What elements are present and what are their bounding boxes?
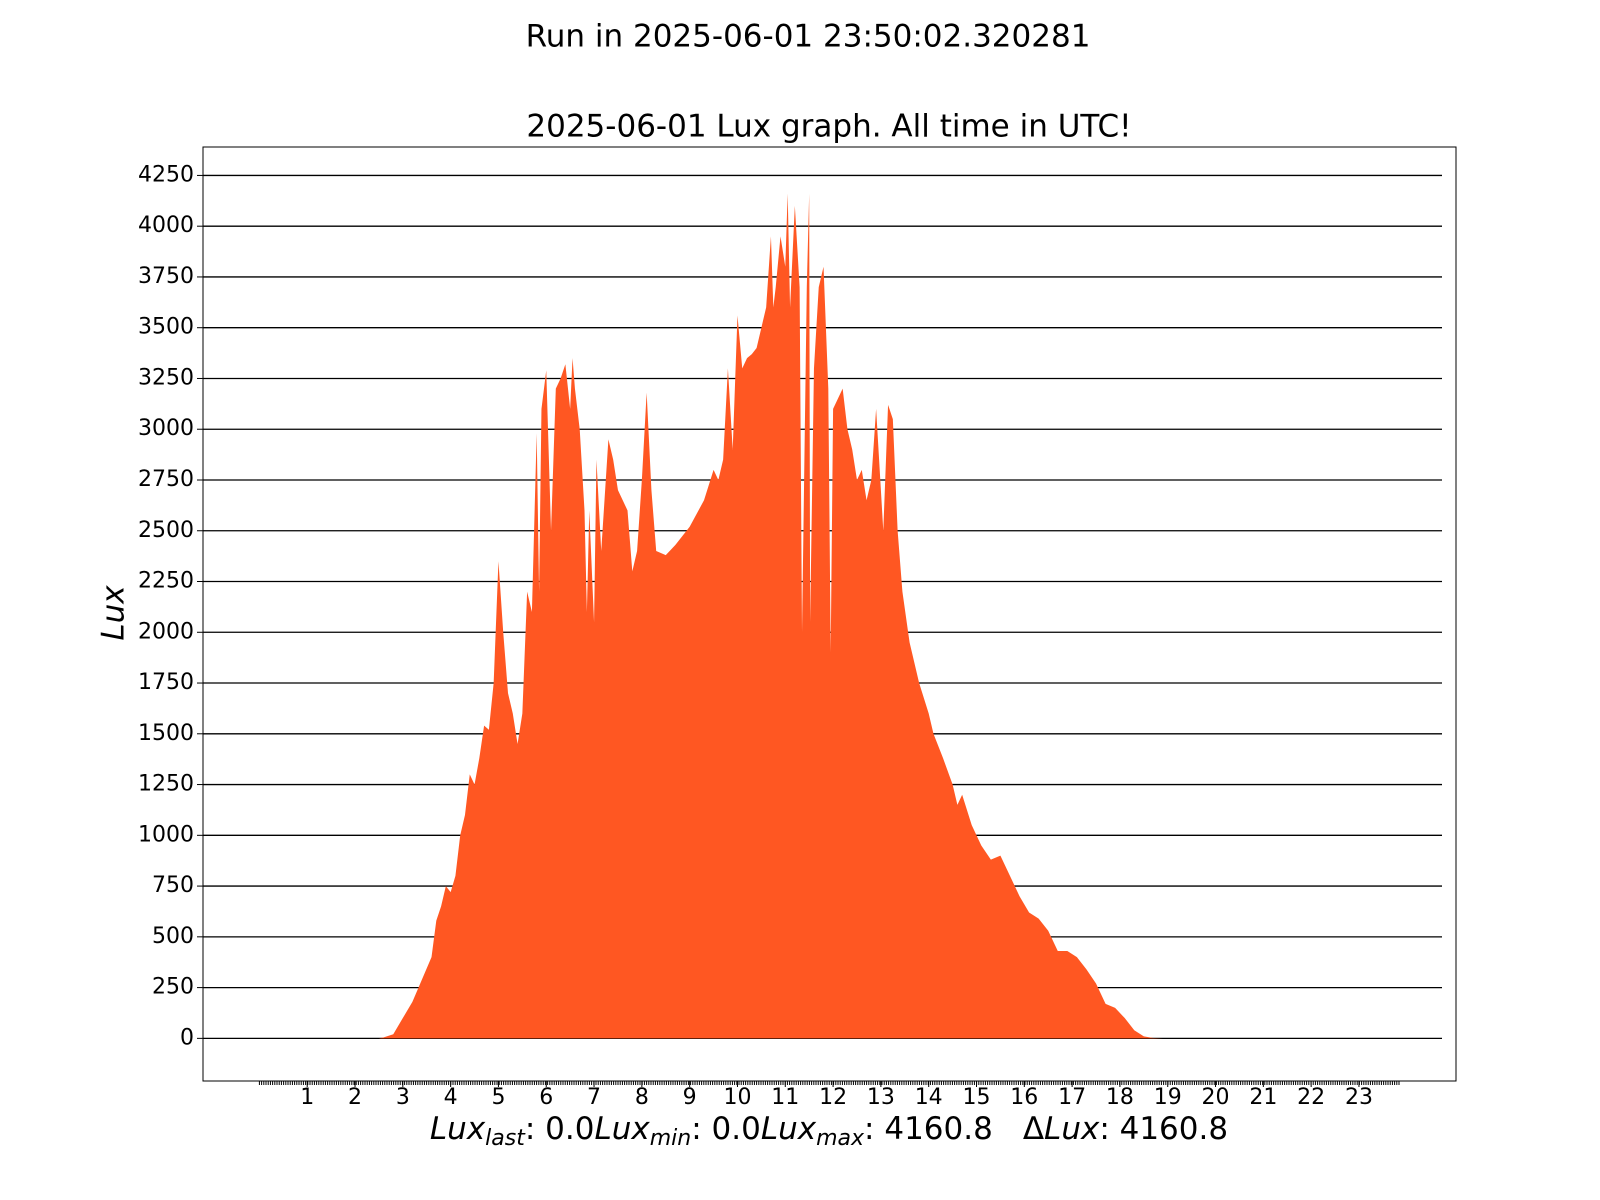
y-tick-label: 500 xyxy=(152,924,194,949)
y-tick-label: 2500 xyxy=(138,518,194,543)
stat-subscript: last xyxy=(485,1126,526,1151)
y-tick-label: 3750 xyxy=(138,264,194,289)
y-tick-label: 1750 xyxy=(138,670,194,695)
x-axis-label: Luxlast: 0.0Luxmin: 0.0Luxmax: 4160.8 ΔLu… xyxy=(430,1111,1228,1152)
suptitle: Run in 2025-06-01 23:50:02.320281 xyxy=(526,19,1091,55)
stat-subscript: max xyxy=(816,1126,865,1151)
x-tick-label: 10 xyxy=(723,1085,751,1110)
stat-subscript: min xyxy=(650,1126,692,1151)
y-tick-label: 4000 xyxy=(138,213,194,238)
stat-value: : 0.0 xyxy=(525,1111,595,1147)
x-tick-label: 12 xyxy=(819,1085,847,1110)
stat-symbol: Lux xyxy=(1044,1111,1100,1147)
x-tick-label: 8 xyxy=(635,1085,649,1110)
x-tick-label: 14 xyxy=(915,1085,943,1110)
y-tick-label: 2000 xyxy=(138,619,194,644)
x-tick-label: 3 xyxy=(396,1085,410,1110)
x-tick-label: 5 xyxy=(491,1085,505,1110)
x-tick-label: 21 xyxy=(1249,1085,1277,1110)
x-tick-label: 1 xyxy=(300,1085,314,1110)
stat-value: : 4160.8 xyxy=(864,1111,993,1147)
x-tick-label: 13 xyxy=(867,1085,895,1110)
y-tick-label: 2250 xyxy=(138,569,194,594)
chart-title: 2025-06-01 Lux graph. All time in UTC! xyxy=(526,109,1131,145)
x-tick-label: 23 xyxy=(1345,1085,1373,1110)
y-tick-label: 3000 xyxy=(138,416,194,441)
y-tick-label: 1000 xyxy=(138,822,194,847)
y-tick-label: 250 xyxy=(152,975,194,1000)
lux-area xyxy=(259,193,1400,1039)
y-tick-label: 3500 xyxy=(138,315,194,340)
y-tick-label: 0 xyxy=(180,1025,194,1050)
x-tick-label: 19 xyxy=(1154,1085,1182,1110)
x-tick-label: 4 xyxy=(444,1085,458,1110)
x-tick-label: 18 xyxy=(1106,1085,1134,1110)
y-axis-label: Lux xyxy=(96,585,132,641)
stat-value: : 4160.8 xyxy=(1099,1111,1228,1147)
x-tick-label: 9 xyxy=(683,1085,697,1110)
y-tick-label: 3250 xyxy=(138,365,194,390)
stat-symbol: Lux xyxy=(594,1111,650,1147)
stat-group: Δ xyxy=(1023,1111,1044,1147)
x-tick-label: 15 xyxy=(963,1085,991,1110)
x-tick-label: 16 xyxy=(1010,1085,1038,1110)
stat-symbol: Lux xyxy=(430,1111,486,1147)
y-tick-label: 4250 xyxy=(138,162,194,187)
x-tick-label: 17 xyxy=(1058,1085,1086,1110)
x-tick-label: 2 xyxy=(348,1085,362,1110)
stat-value: : 0.0 xyxy=(691,1111,761,1147)
y-tick-label: 2750 xyxy=(138,467,194,492)
x-tick-label: 6 xyxy=(539,1085,553,1110)
x-tick-label: 11 xyxy=(771,1085,799,1110)
y-tick-label: 1250 xyxy=(138,772,194,797)
x-tick-label: 7 xyxy=(587,1085,601,1110)
y-tick-label: 750 xyxy=(152,873,194,898)
x-tick-label: 22 xyxy=(1297,1085,1325,1110)
x-tick-label: 20 xyxy=(1202,1085,1230,1110)
stat-symbol: Lux xyxy=(761,1111,817,1147)
y-tick-label: 1500 xyxy=(138,721,194,746)
